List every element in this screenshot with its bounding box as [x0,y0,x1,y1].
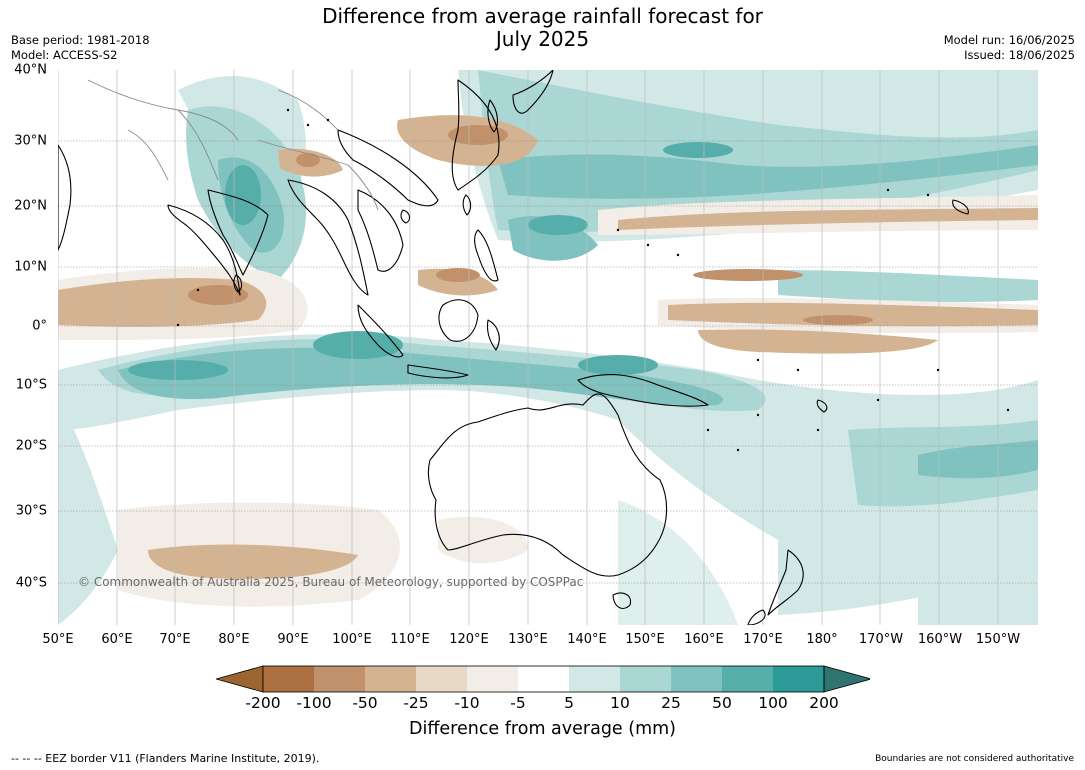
lon-label-50e: 50°E [42,632,74,647]
map-canvas [58,70,1038,625]
java-coast [407,364,469,379]
lon-label-150e: 150°E [625,632,665,647]
issued-date: Issued: 18/06/2025 [964,48,1075,62]
lat-label-10n: 10°N [14,259,47,275]
colorbar-label: Difference from average (mm) [408,719,677,739]
colorbar-tick: 10 [610,694,630,712]
colorbar-tick: 25 [661,694,681,712]
eez-border-note: -- -- -- EEZ border V11 (Flanders Marine… [11,752,320,765]
colorbar-tick: -50 [352,694,378,712]
colorbar-segment [467,666,518,692]
lon-label-110e: 110°E [390,632,430,647]
title-line-1: Difference from average rainfall forecas… [322,4,763,28]
colorbar-segment [671,666,722,692]
lon-label-120e: 120°E [449,632,489,647]
new-zealand-north-coast [767,549,804,616]
rainfall-anomaly-map [58,70,1038,625]
base-period: Base period: 1981-2018 [11,33,150,47]
lon-label-160w: 160°W [917,632,963,647]
map-graticule [58,140,1038,584]
lat-label-40s: 40°S [15,575,47,591]
colorbar-segment [263,666,314,692]
colorbar-tick: 200 [809,694,839,712]
sri-lanka-coast [233,274,243,293]
taiwan-coast [462,194,472,216]
colorbar-tick: -5 [510,694,526,712]
country-borders [87,79,379,211]
east-asia-coast [451,79,500,191]
lon-label-150w: 150°W [975,632,1021,647]
lon-label-170e: 170°E [743,632,783,647]
colorbar-tick: -10 [454,694,480,712]
boundaries-disclaimer: Boundaries are not considered authoritat… [875,754,1074,764]
japan-coast [512,70,554,114]
colorbar-tick: -100 [296,694,332,712]
colorbar-outline [262,665,825,693]
colorbar-arrow-high [823,665,870,693]
title-line-2: July 2025 [495,27,590,51]
lon-label-160e: 160°E [684,632,724,647]
colorbar-segment [773,666,824,692]
colorbar-segment [620,666,671,692]
copyright-notice: © Commonwealth of Australia 2025, Bureau… [78,575,584,589]
lat-label-10s: 10°S [15,377,47,393]
china-coast [337,129,439,207]
lat-label-20s: 20°S [15,438,47,454]
fiji-coast [816,399,828,413]
philippines-coast [474,229,499,282]
lon-label-80e: 80°E [218,632,250,647]
model-name: Model: ACCESS-S2 [11,48,118,62]
lat-label-40n: 40°N [14,62,47,78]
tasmania-coast [612,592,632,609]
colorbar-segment [518,666,569,692]
colorbar-arrow-low [216,665,264,693]
lon-label-60e: 60°E [101,632,133,647]
colorbar-segment [569,666,620,692]
lon-label-100e: 100°E [332,632,372,647]
hainan-coast [400,209,411,224]
lon-label-180: 180° [806,632,838,647]
lon-label-140e: 140°E [567,632,607,647]
colorbar-segment [416,666,467,692]
new-zealand-south-coast [747,609,766,625]
island-dots [176,108,1010,452]
model-info: Base period: 1981-2018 Model: ACCESS-S2 [11,33,150,63]
colorbar-tick: 5 [564,694,574,712]
lat-label-20n: 20°N [14,198,47,214]
lat-label-30n: 30°N [14,133,47,149]
lon-label-90e: 90°E [277,632,309,647]
colorbar [216,665,870,693]
korea-coast [487,99,499,133]
indian-subcontinent-coast [167,204,241,296]
colorbar-segment [314,666,365,692]
model-run-date: Model run: 16/06/2025 [943,33,1075,47]
australia-coast [427,393,668,577]
borneo-coast [438,299,479,342]
colorbar-segment [722,666,773,692]
lat-label-30s: 30°S [15,503,47,519]
colorbar-segment [365,666,416,692]
hawaii-coast [952,199,969,215]
run-info: Model run: 16/06/2025 Issued: 18/06/2025 [944,33,1075,63]
new-guinea-coast [577,374,709,407]
coastlines [58,70,969,625]
map-title: Difference from average rainfall forecas… [0,5,1085,51]
colorbar-tick: 50 [712,694,732,712]
lon-label-130e: 130°E [508,632,548,647]
map-meridians [58,70,999,625]
sulawesi-coast [486,319,500,351]
lon-label-70e: 70°E [159,632,191,647]
colorbar-tick: 100 [758,694,788,712]
india-coast [207,189,269,276]
colorbar-tick: -25 [403,694,429,712]
southeast-asia-coast [287,179,369,296]
sumatra-coast [357,304,404,358]
lon-label-170w: 170°W [858,632,904,647]
colorbar-tick: -200 [245,694,281,712]
arabian-coast [58,144,72,251]
lat-label-equator: 0° [32,318,47,334]
indochina-coast [357,189,404,272]
